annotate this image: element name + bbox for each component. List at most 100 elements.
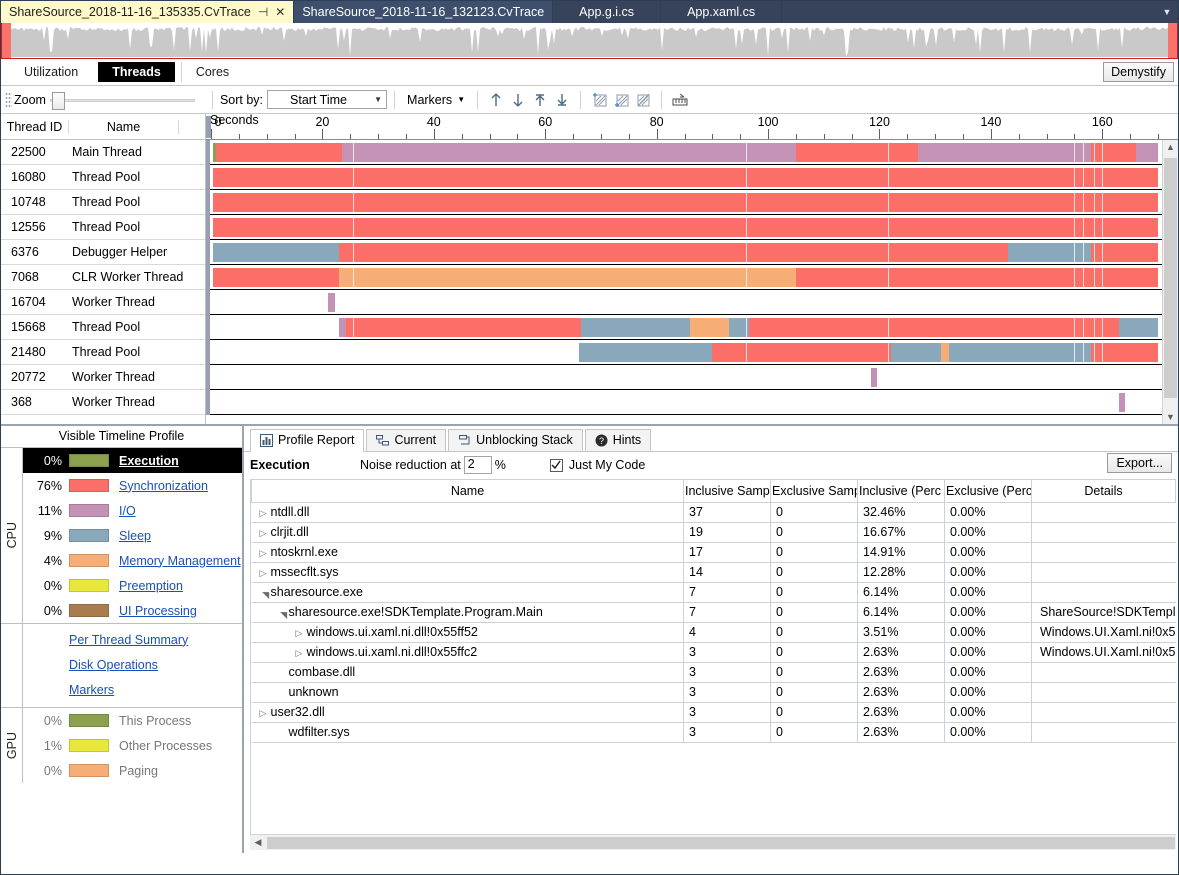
tab-profile-report[interactable]: Profile Report (250, 429, 365, 452)
legend-row-other-processes[interactable]: 1% Other Processes (23, 733, 242, 758)
table-row[interactable]: wdfilter.sys 3 0 2.63% 0.00% (251, 722, 1176, 743)
timeline-segment[interactable] (341, 143, 796, 162)
table-row[interactable]: ▷ mssecflt.sys 14 0 12.28% 0.00% (251, 562, 1176, 583)
legend-label[interactable]: Synchronization (119, 478, 208, 493)
legend-row-sleep[interactable]: 9% Sleep (23, 523, 242, 548)
thread-row[interactable]: 368 Worker Thread (1, 390, 205, 415)
legend-row-ui-processing[interactable]: 0% UI Processing (23, 598, 242, 623)
legend-link-markers[interactable]: Markers (69, 682, 115, 697)
legend-row-preemption[interactable]: 0% Preemption (23, 573, 242, 598)
timeline-segment[interactable] (1007, 243, 1092, 262)
table-row[interactable]: ▷ windows.ui.xaml.ni.dll!0x55ffc2 3 0 2.63% 0… (251, 642, 1176, 663)
table-row[interactable]: combase.dll 3 0 2.63% 0.00% (251, 662, 1176, 683)
markers-menu-button[interactable]: Markers ▼ (402, 91, 470, 109)
timeline-segment[interactable] (729, 318, 749, 337)
tab-hints[interactable]: ? Hints (584, 429, 652, 451)
overview-right-handle[interactable] (1168, 23, 1177, 58)
timeline-segment[interactable] (213, 143, 216, 162)
vertical-scroll-thumb[interactable] (1164, 158, 1177, 398)
timeline-segment[interactable] (1091, 143, 1136, 162)
timeline-segment[interactable] (213, 243, 340, 262)
zoom-slider-thumb[interactable] (51, 91, 65, 110)
tab-utilization[interactable]: Utilization (24, 65, 79, 79)
timeline-lane[interactable] (206, 265, 1178, 290)
table-row[interactable]: ▷ user32.dll 3 0 2.63% 0.00% (251, 702, 1176, 723)
thread-row[interactable]: 22500 Main Thread (1, 140, 205, 165)
pin-icon[interactable]: ⊣ (257, 5, 269, 19)
timeline-lane[interactable] (206, 140, 1178, 165)
legend-label[interactable]: Execution (119, 453, 179, 468)
sort-by-select[interactable]: Start Time ▼ (267, 90, 388, 109)
horizontal-scroll-thumb[interactable] (267, 837, 1175, 849)
chevron-down-icon[interactable]: ▼ (1162, 7, 1172, 17)
expander-collapsed-icon[interactable]: ▷ (259, 708, 267, 718)
timeline-lane[interactable] (206, 365, 1178, 390)
col-inclusive-percent[interactable]: Inclusive (Perc (857, 480, 945, 503)
timeline-lane[interactable] (206, 340, 1178, 365)
legend-row-synchronization[interactable]: 76% Synchronization (23, 473, 242, 498)
export-button[interactable]: Export... (1107, 453, 1172, 473)
timeline-segment[interactable] (690, 318, 730, 337)
scroll-down-icon[interactable]: ▼ (1166, 412, 1175, 422)
checkbox-box[interactable] (549, 458, 563, 472)
timeline-segment[interactable] (339, 243, 1008, 262)
timeline-overview-graph[interactable] (1, 23, 1178, 59)
timeline-lane[interactable] (206, 315, 1178, 340)
timeline-segment[interactable] (213, 218, 1158, 237)
arrow-up-to-line-icon[interactable] (529, 89, 551, 111)
chevron-down-icon[interactable]: ▼ (374, 95, 383, 104)
timeline-segment[interactable] (327, 293, 335, 312)
arrow-down-icon[interactable] (507, 89, 529, 111)
thread-row[interactable]: 15668 Thread Pool (1, 315, 205, 340)
thread-row[interactable]: 7068 CLR Worker Thread (1, 265, 205, 290)
expander-expanded-icon[interactable]: ◢ (259, 592, 270, 599)
timeline-segment[interactable] (918, 143, 1092, 162)
timeline-segment[interactable] (949, 343, 1092, 362)
timeline-segment[interactable] (345, 318, 582, 337)
timeline-segment[interactable] (578, 343, 713, 362)
profile-grid[interactable]: Name Inclusive Samp Exclusive Samp Inclu… (250, 479, 1176, 834)
overview-left-handle[interactable] (2, 23, 11, 58)
timeline-segment[interactable] (748, 318, 1119, 337)
document-tab-3[interactable]: App.g.i.cs (553, 1, 662, 23)
col-inclusive-samples[interactable]: Inclusive Samp (683, 480, 771, 503)
timeline-segment[interactable] (1135, 143, 1158, 162)
timeline-segment[interactable] (1091, 243, 1158, 262)
timeline-segment[interactable] (213, 268, 340, 287)
thread-row[interactable]: 10748 Thread Pool (1, 190, 205, 215)
legend-row-paging[interactable]: 0% Paging (23, 758, 242, 783)
table-row[interactable]: ▷ ntoskrnl.exe 17 0 14.91% 0.00% (251, 542, 1176, 563)
timeline-segment[interactable] (213, 168, 1158, 187)
reset-chart-icon[interactable] (632, 89, 654, 111)
tab-current[interactable]: Current (366, 429, 447, 451)
timeline-segment[interactable] (871, 368, 877, 387)
legend-label[interactable]: Preemption (119, 578, 183, 593)
thread-row[interactable]: 20772 Worker Thread (1, 365, 205, 390)
table-row[interactable]: ▷ ntdll.dll 37 0 32.46% 0.00% (251, 502, 1176, 523)
col-thread-id[interactable]: Thread ID (1, 119, 69, 134)
timeline-segment[interactable] (216, 143, 342, 162)
document-tab-4[interactable]: App.xaml.cs (661, 1, 783, 23)
document-tab-active[interactable]: ShareSource_2018-11-16_135335.CvTrace ⊣ … (1, 1, 295, 23)
timeline-segment[interactable] (712, 343, 891, 362)
tab-cores[interactable]: Cores (180, 62, 243, 82)
legend-label[interactable]: UI Processing (119, 603, 197, 618)
timeline-segment[interactable] (1119, 393, 1125, 412)
close-icon[interactable]: ✕ (275, 5, 286, 19)
expander-collapsed-icon[interactable]: ▷ (259, 568, 267, 578)
zoom-in-chart-icon[interactable] (588, 89, 610, 111)
just-my-code-checkbox[interactable]: Just My Code (549, 458, 645, 472)
legend-link-per-thread-summary[interactable]: Per Thread Summary (69, 632, 189, 647)
tab-unblocking-stack[interactable]: Unblocking Stack (448, 429, 583, 451)
legend-row-memory-management[interactable]: 4% Memory Management (23, 548, 242, 573)
timeline-segment[interactable] (213, 193, 1158, 212)
timeline-segment[interactable] (1091, 343, 1158, 362)
table-row[interactable]: unknown 3 0 2.63% 0.00% (251, 682, 1176, 703)
noise-reduction-input[interactable]: 2 (463, 456, 492, 474)
timeline-lane[interactable] (206, 215, 1178, 240)
zoom-slider[interactable] (49, 91, 195, 110)
zoom-out-chart-icon[interactable] (610, 89, 632, 111)
timeline-lane[interactable] (206, 190, 1178, 215)
timeline-lane[interactable] (206, 165, 1178, 190)
expander-expanded-icon[interactable]: ◢ (277, 612, 288, 619)
